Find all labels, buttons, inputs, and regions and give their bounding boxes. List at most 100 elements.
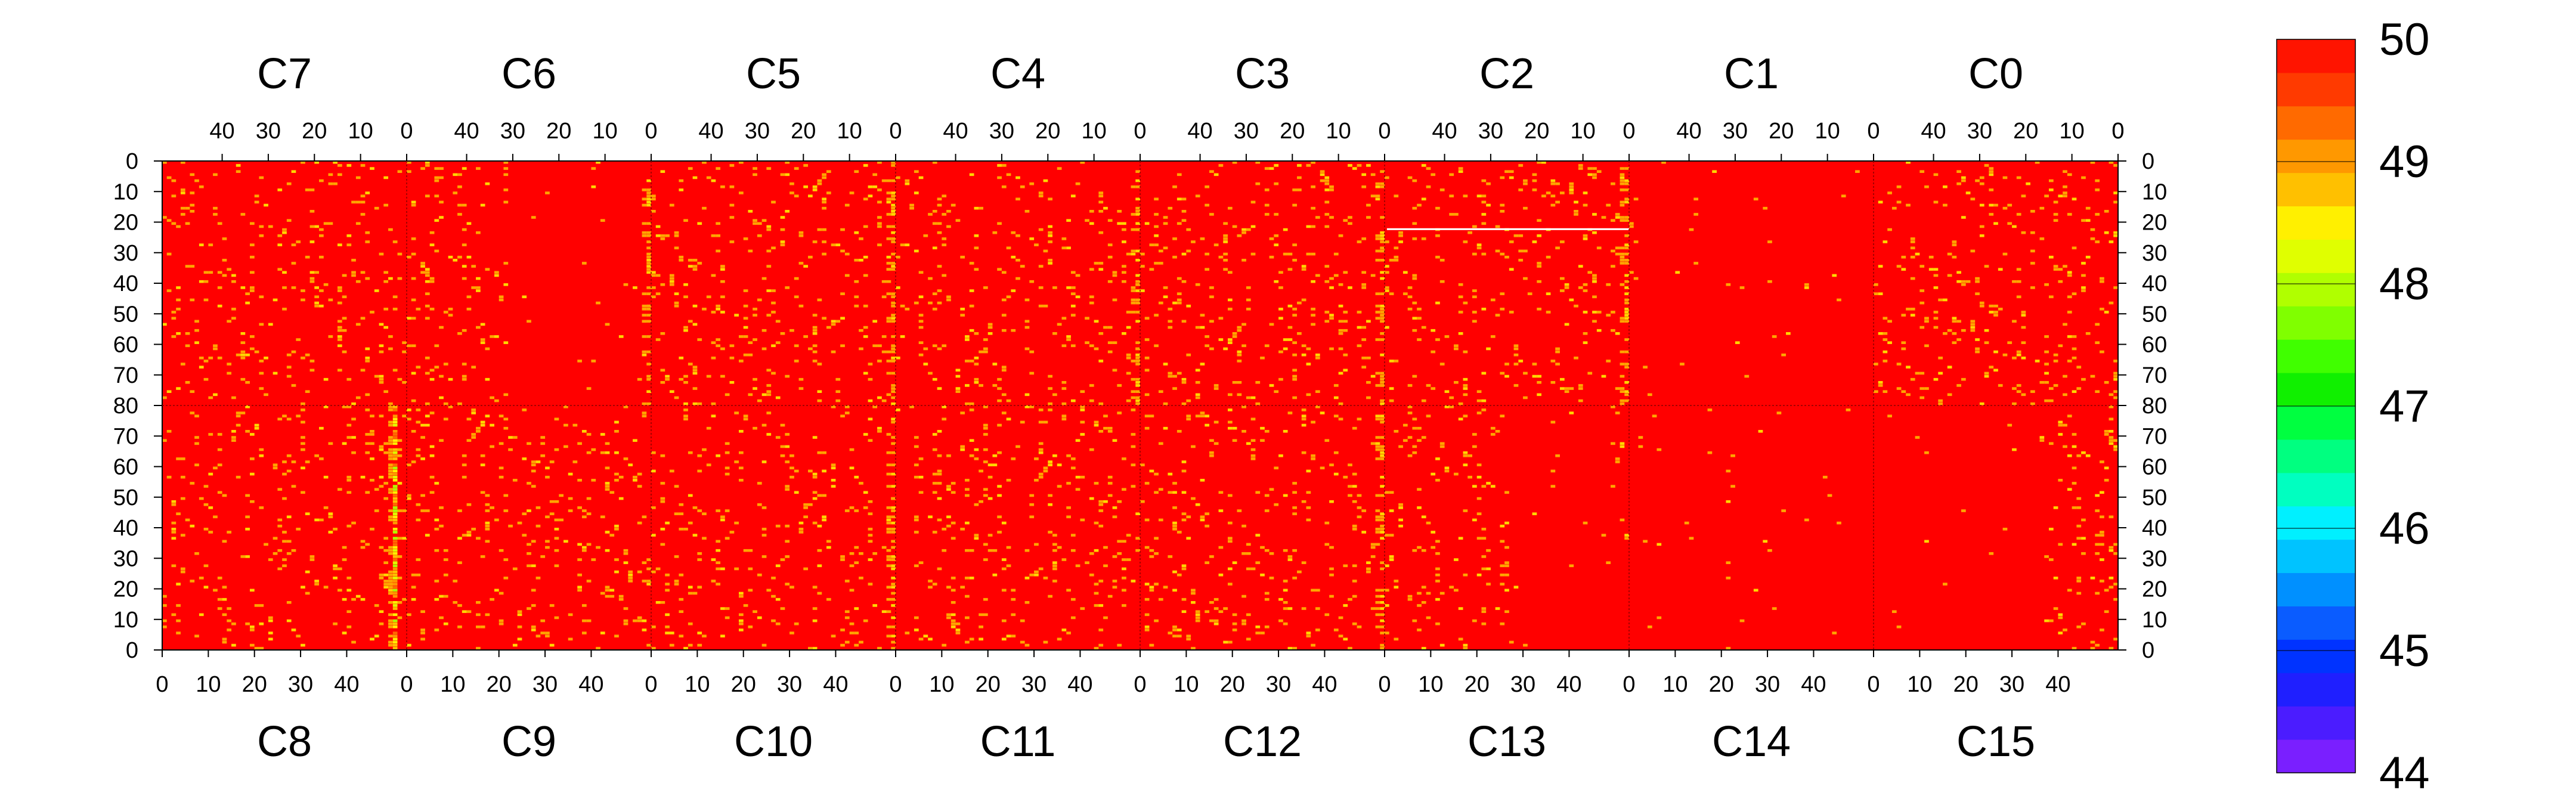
noise-cell [711, 580, 716, 583]
noise-cell [1070, 616, 1076, 620]
noise-cell [485, 503, 490, 506]
noise-cell [176, 286, 181, 289]
noise-cell [2109, 549, 2114, 552]
noise-cell [259, 604, 264, 607]
noise-cell [974, 534, 979, 537]
bottom-x-tick-label: 40 [823, 672, 848, 697]
noise-cell [1250, 448, 1256, 451]
noise-cell [1043, 249, 1048, 253]
noise-cell [1919, 265, 1925, 268]
noise-cell [932, 292, 937, 295]
noise-cell [411, 252, 416, 256]
hot-column-cell [1620, 200, 1625, 204]
noise-cell [937, 497, 942, 500]
noise-cell [1486, 549, 1491, 552]
noise-cell [1001, 567, 1007, 571]
noise-cell [171, 503, 177, 506]
noise-cell [1449, 173, 1454, 177]
noise-cell [1209, 439, 1214, 442]
noise-cell [503, 417, 509, 421]
hot-column-cell [392, 592, 398, 595]
noise-cell [596, 301, 600, 305]
hot-column-cell [1380, 643, 1385, 647]
noise-cell [1500, 524, 1505, 528]
hot-column-cell [886, 531, 891, 534]
hot-column-cell [1624, 393, 1629, 397]
noise-cell [987, 549, 993, 552]
noise-cell [1070, 292, 1076, 295]
noise-cell [1213, 442, 1219, 445]
noise-cell [1394, 246, 1399, 250]
noise-cell [928, 580, 933, 583]
noise-cell [370, 457, 374, 460]
noise-cell [1168, 374, 1173, 378]
noise-cell [1352, 580, 1357, 583]
noise-cell [1578, 167, 1583, 170]
noise-cell [2048, 558, 2054, 561]
noise-cell [679, 610, 684, 613]
noise-cell [249, 626, 255, 628]
top-x-tick-label: 40 [1187, 119, 1212, 144]
noise-cell [743, 604, 748, 607]
noise-cell [1523, 277, 1528, 280]
noise-cell [1158, 488, 1163, 491]
noise-cell [416, 448, 421, 451]
noise-cell [559, 494, 564, 497]
noise-cell [1357, 515, 1362, 519]
noise-cell [346, 234, 352, 237]
noise-cell [1255, 631, 1261, 634]
noise-cell [185, 222, 190, 225]
hot-column-cell [392, 433, 398, 436]
noise-cell [1052, 332, 1057, 335]
hot-column-cell [1131, 249, 1136, 253]
noise-cell [803, 185, 809, 188]
noise-cell [2113, 396, 2118, 400]
noise-cell [1227, 393, 1233, 397]
noise-cell [1015, 234, 1020, 237]
noise-cell [1080, 607, 1085, 610]
noise-cell [309, 280, 315, 283]
noise-cell [162, 595, 167, 598]
noise-cell [1887, 228, 1892, 231]
noise-cell [1232, 332, 1237, 335]
noise-cell [462, 243, 467, 246]
noise-cell [1352, 528, 1357, 531]
noise-cell [716, 344, 721, 348]
noise-cell [1269, 255, 1274, 259]
noise-cell [2044, 335, 2049, 338]
noise-cell [1278, 317, 1283, 320]
noise-cell [383, 586, 389, 589]
noise-cell [365, 408, 370, 411]
noise-cell [720, 295, 725, 299]
noise-cell [480, 454, 485, 457]
noise-cell [1311, 420, 1315, 424]
noise-cell [1176, 197, 1182, 201]
noise-cell [1094, 646, 1099, 650]
noise-cell [1975, 280, 1980, 283]
noise-cell [1163, 222, 1168, 225]
noise-cell [1241, 430, 1246, 433]
noise-cell [485, 414, 490, 417]
hot-column-cell [646, 314, 651, 317]
hot-column-cell [1624, 246, 1629, 250]
hot-column-cell [392, 537, 398, 540]
noise-cell [1472, 311, 1477, 314]
noise-cell [1195, 619, 1200, 623]
noise-cell [1048, 374, 1053, 378]
hot-column-cell [646, 179, 651, 182]
noise-cell [259, 323, 264, 326]
noise-cell [1956, 384, 1961, 387]
noise-cell [1435, 301, 1440, 305]
noise-cell [2113, 377, 2118, 381]
noise-cell [346, 475, 352, 479]
noise-cell [757, 298, 762, 302]
noise-cell [2044, 363, 2049, 366]
noise-cell [844, 580, 850, 583]
noise-cell [1154, 552, 1159, 555]
hot-column-cell [891, 320, 896, 323]
noise-cell [1481, 610, 1487, 613]
hot-column-cell [1380, 311, 1385, 314]
hot-column-cell [1131, 311, 1136, 314]
noise-cell [370, 167, 374, 170]
